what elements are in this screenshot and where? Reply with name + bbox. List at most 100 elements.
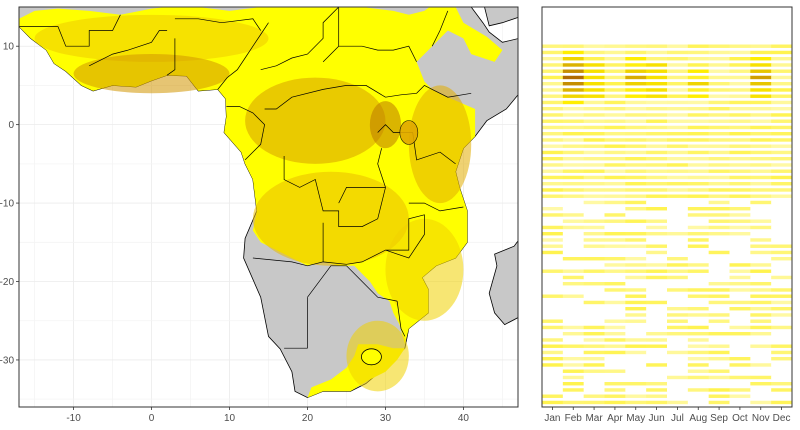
- country-border: [217, 22, 269, 90]
- heatmap-cell: [646, 163, 668, 167]
- heatmap-cell: [687, 300, 709, 305]
- heatmap-cell: [750, 232, 772, 236]
- heatmap-cell: [667, 394, 689, 398]
- heatmap-cell: [646, 150, 668, 155]
- heatmap-cell: [771, 244, 793, 248]
- heatmap-cell: [562, 157, 584, 161]
- heatmap-cell: [583, 225, 605, 230]
- heatmap-cell: [562, 257, 584, 261]
- heatmap-cell: [750, 69, 772, 73]
- country-border: [260, 7, 339, 71]
- heatmap-cell: [583, 350, 605, 355]
- heatmap-cell: [604, 263, 626, 267]
- heatmap-cell: [646, 119, 668, 123]
- heatmap-cell: [771, 19, 793, 23]
- heatmap-cell: [646, 188, 668, 192]
- heatmap-cell: [708, 169, 730, 173]
- heatmap-panel: Jan Feb Mar Apr May Jun Jul Aug Sep Oct Nov Dec: [541, 6, 793, 424]
- heatmap-cell: [542, 107, 564, 111]
- heatmap-cell: [750, 338, 772, 342]
- heatmap-cell: [542, 319, 564, 323]
- heatmap-cell: [604, 63, 626, 67]
- heatmap-cell: [729, 250, 751, 255]
- heatmap-cell: [646, 288, 668, 292]
- heatmap-cell: [687, 363, 709, 367]
- heatmap-cell: [604, 19, 626, 23]
- heatmap-cell: [542, 232, 564, 236]
- heatmap-cell: [646, 244, 668, 248]
- heatmap-cell: [562, 363, 584, 367]
- heatmap-cell: [729, 75, 751, 80]
- heatmap-cell: [604, 113, 626, 117]
- heatmap-cell: [646, 19, 668, 23]
- heatmap-cell: [625, 244, 647, 248]
- heatmap-cell: [708, 88, 730, 92]
- heatmap-cell: [771, 375, 793, 380]
- country-border: [396, 301, 406, 337]
- heatmap-cell: [562, 13, 584, 17]
- heatmap-cell: [667, 232, 689, 236]
- heatmap-x-tick-label: Mar: [585, 413, 603, 424]
- country-border: [338, 187, 386, 204]
- heatmap-cell: [687, 57, 709, 61]
- region-mozambique: [385, 218, 464, 321]
- heatmap-cell: [708, 350, 730, 355]
- heatmap-cell: [708, 82, 730, 86]
- heatmap-cell: [771, 269, 793, 273]
- heatmap-cell: [562, 350, 584, 355]
- heatmap-cell: [687, 182, 709, 186]
- heatmap-cell: [646, 232, 668, 236]
- heatmap-cell: [646, 313, 668, 317]
- heatmap-cell: [542, 175, 564, 180]
- heatmap-cell: [771, 213, 793, 217]
- heatmap-cell: [604, 388, 626, 392]
- heatmap-cell: [750, 325, 772, 330]
- heatmap-cell: [646, 257, 668, 261]
- heatmap-cell: [562, 225, 584, 230]
- heatmap-cell: [646, 169, 668, 173]
- heatmap-cell: [542, 7, 564, 11]
- heatmap-cell: [687, 138, 709, 142]
- heatmap-cell: [667, 44, 689, 48]
- heatmap-cell: [604, 275, 626, 280]
- heatmap-cell: [625, 313, 647, 317]
- heatmap-cell: [604, 57, 626, 61]
- heatmap-cell: [750, 125, 772, 130]
- heatmap-cell: [687, 207, 709, 211]
- heatmap-cell: [729, 125, 751, 130]
- heatmap-cell: [646, 350, 668, 355]
- heatmap-cell: [542, 163, 564, 167]
- heatmap-cell: [542, 32, 564, 36]
- heatmap-cell: [542, 332, 564, 336]
- heatmap-cell: [625, 182, 647, 186]
- heatmap-cell: [708, 13, 730, 17]
- heatmap-cell: [687, 163, 709, 167]
- heatmap-cell: [604, 369, 626, 373]
- heatmap-cell: [646, 182, 668, 186]
- heatmap-cell: [750, 169, 772, 173]
- heatmap-cell: [625, 100, 647, 105]
- heatmap-cell: [562, 163, 584, 167]
- heatmap-cell: [667, 25, 689, 30]
- heatmap-cell: [771, 82, 793, 86]
- heatmap-cell: [625, 25, 647, 30]
- heatmap-cell: [646, 369, 668, 373]
- heatmap-cell: [604, 238, 626, 242]
- heatmap-cell: [687, 394, 709, 398]
- heatmap-cell: [562, 25, 584, 30]
- heatmap-cell: [667, 238, 689, 242]
- heatmap-cell: [729, 44, 751, 48]
- heatmap-cell: [625, 300, 647, 305]
- heatmap-cell: [771, 382, 793, 386]
- heatmap-cell: [750, 38, 772, 42]
- heatmap-cell: [604, 363, 626, 367]
- heatmap-cell: [604, 338, 626, 342]
- heatmap-cell: [708, 313, 730, 317]
- heatmap-cell: [562, 132, 584, 136]
- heatmap-cell: [750, 63, 772, 67]
- heatmap-cell: [729, 288, 751, 292]
- heatmap-cell: [625, 275, 647, 280]
- heatmap-cell: [667, 125, 689, 130]
- heatmap-cell: [646, 400, 668, 405]
- heatmap-cell: [771, 38, 793, 42]
